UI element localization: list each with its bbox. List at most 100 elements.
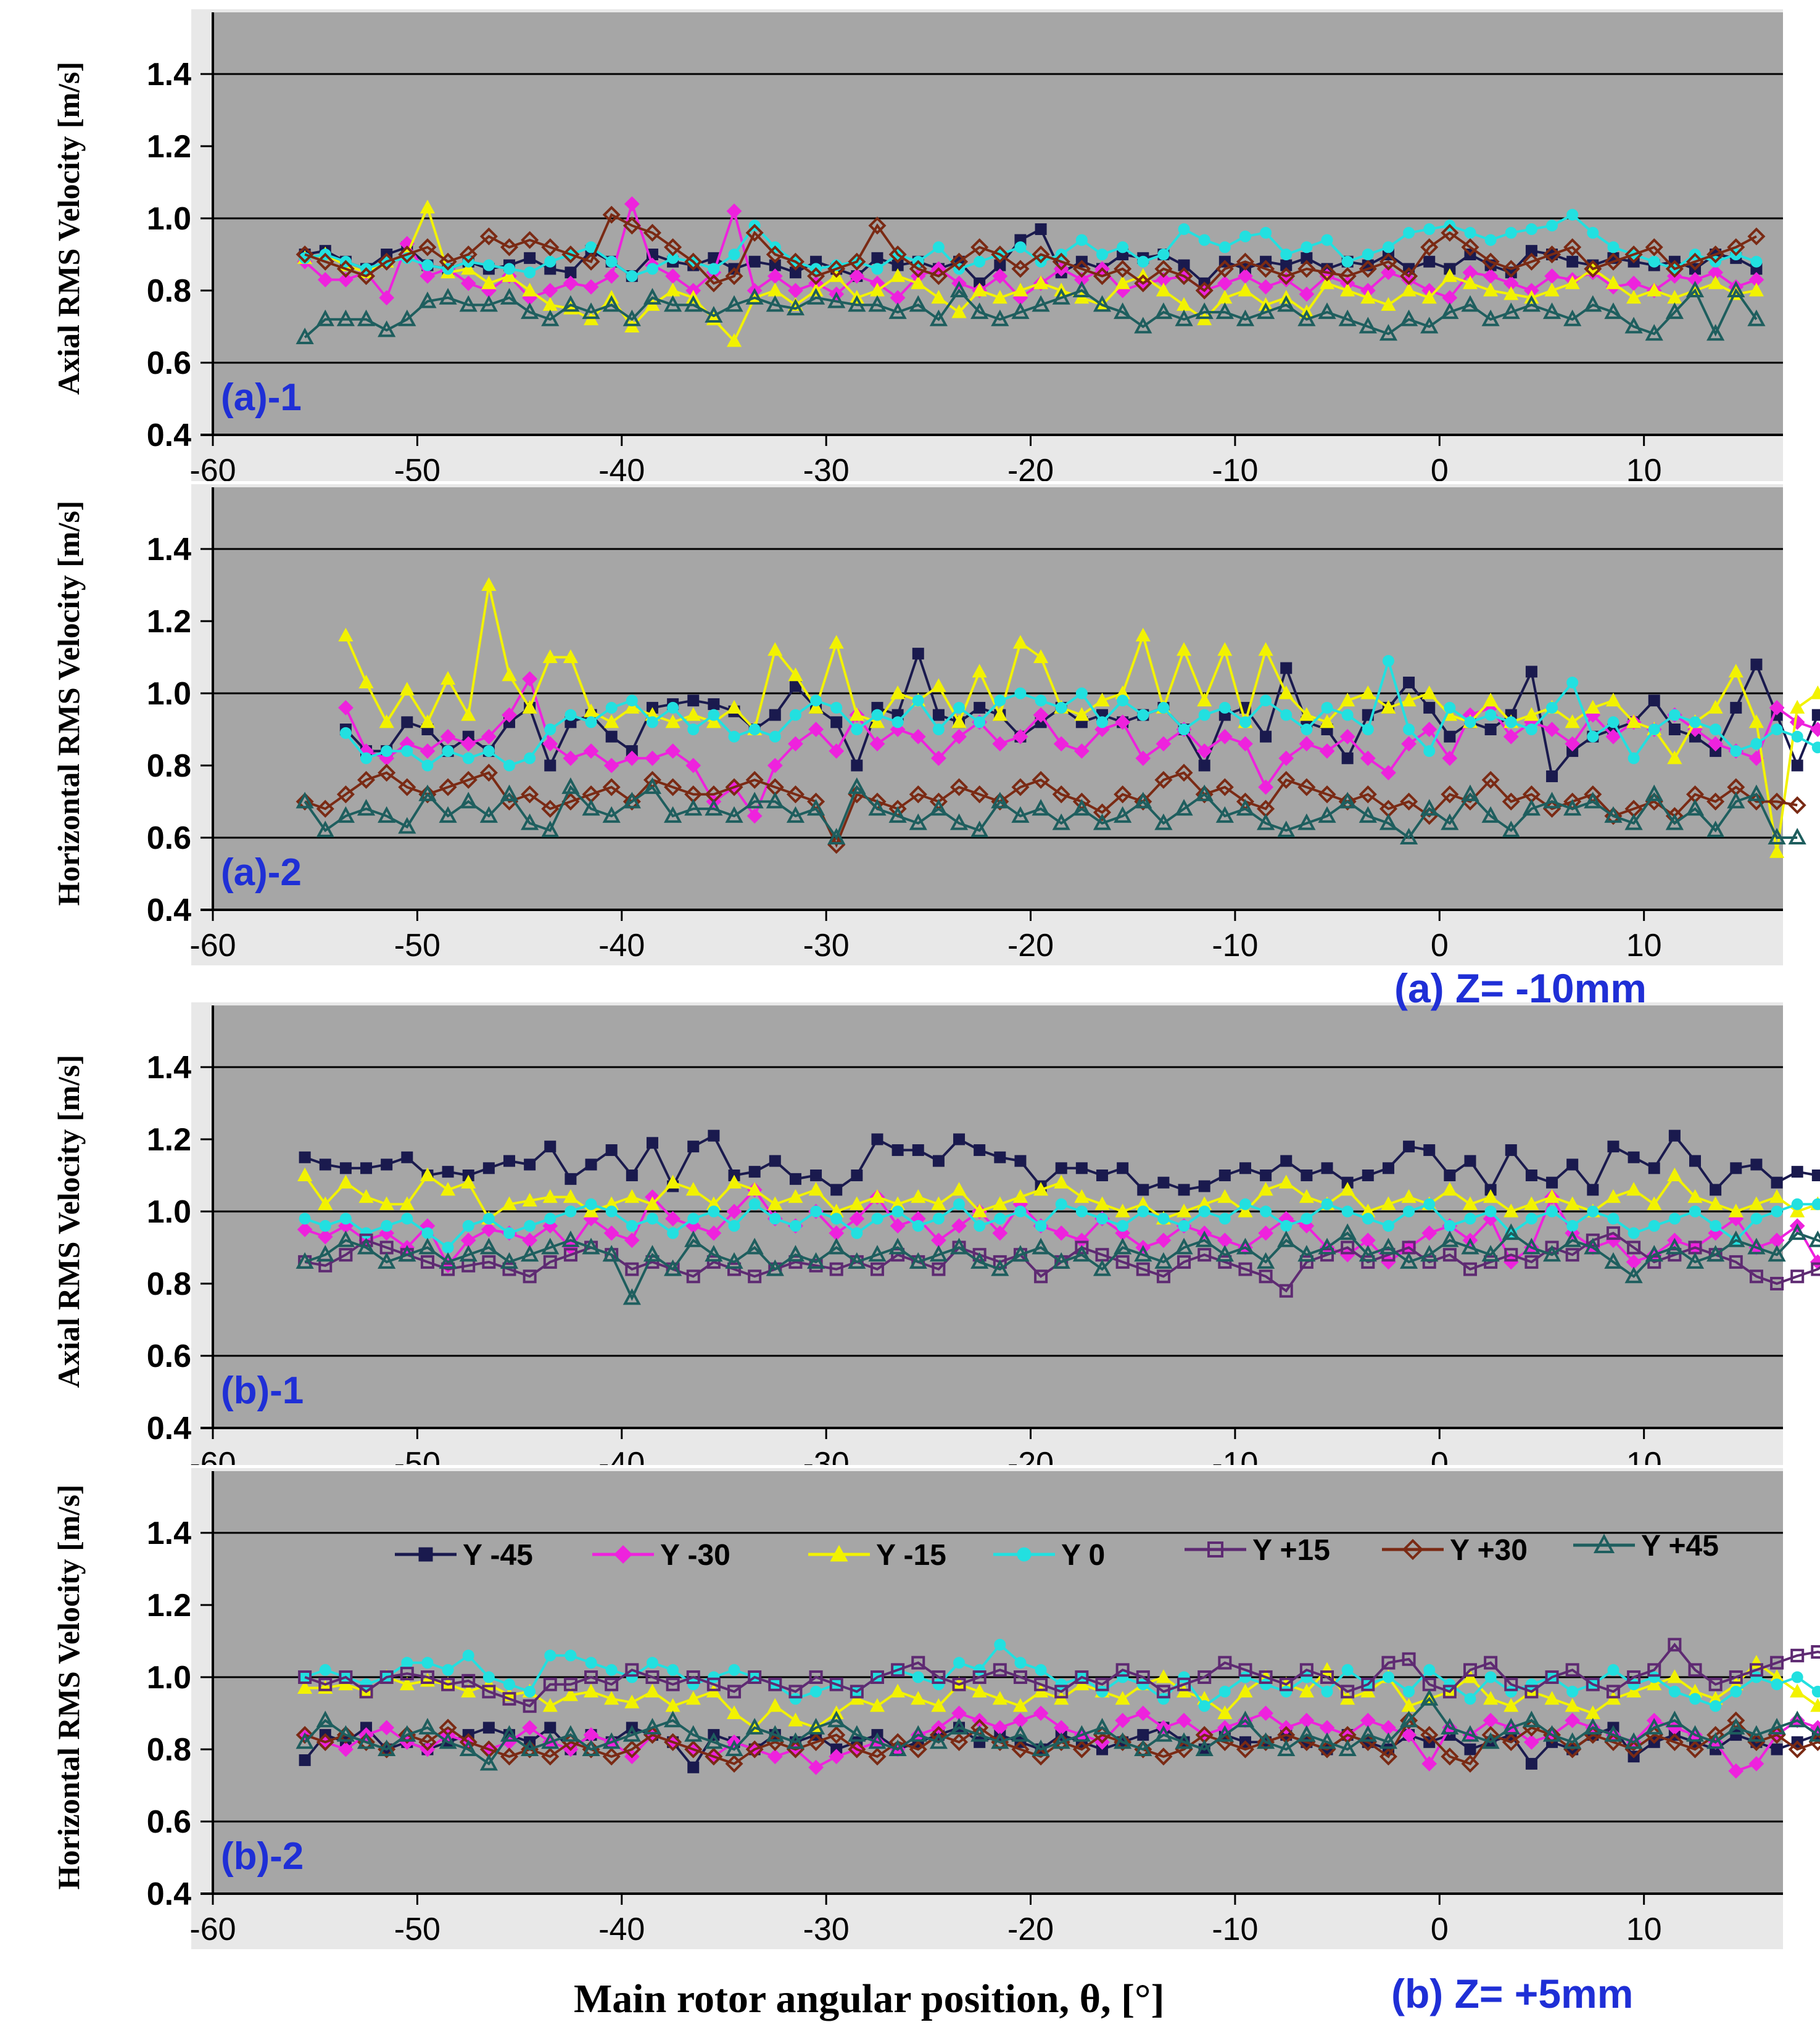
legend-marker	[1207, 1541, 1223, 1558]
data-point	[1464, 226, 1476, 239]
data-point	[1484, 709, 1497, 721]
data-point	[1035, 1664, 1047, 1676]
data-point	[1072, 1740, 1091, 1759]
data-point	[1198, 1180, 1210, 1192]
data-point	[357, 799, 376, 816]
data-point	[1134, 1739, 1152, 1756]
y-tick-label: 0.8	[147, 273, 191, 309]
data-point	[1154, 813, 1173, 830]
data-point	[1400, 267, 1418, 286]
data-point	[1340, 692, 1355, 707]
data-point	[1689, 1155, 1702, 1167]
data-point	[1320, 1670, 1334, 1684]
data-point	[1771, 1176, 1783, 1189]
data-point	[1464, 1743, 1476, 1756]
data-point	[1178, 1184, 1190, 1196]
data-point	[1525, 1213, 1537, 1225]
data-point	[949, 813, 969, 830]
data-point	[481, 1221, 497, 1237]
data-point	[1811, 1645, 1820, 1659]
data-point	[1461, 238, 1479, 257]
data-point	[1420, 238, 1439, 257]
data-point	[1053, 736, 1069, 752]
data-point	[1565, 275, 1580, 289]
data-point	[440, 670, 456, 685]
data-point	[663, 1259, 682, 1276]
data-point	[502, 1262, 516, 1276]
data-point	[1362, 1213, 1374, 1225]
data-point	[1748, 714, 1764, 728]
data-point	[1156, 1685, 1170, 1699]
data-point	[1361, 1255, 1375, 1269]
data-point	[1135, 627, 1151, 642]
data-point	[1318, 806, 1336, 823]
data-point	[1626, 1182, 1642, 1196]
data-point	[768, 1677, 782, 1691]
data-point	[1502, 1718, 1520, 1735]
data-point	[1706, 1732, 1725, 1749]
data-point	[1197, 1670, 1212, 1684]
data-point	[1565, 1196, 1580, 1210]
data-point	[891, 1205, 904, 1218]
data-point	[1277, 267, 1296, 286]
data-point	[1607, 716, 1619, 728]
data-point	[1503, 728, 1519, 745]
data-point	[972, 283, 987, 297]
data-point	[1462, 275, 1478, 289]
data-point	[871, 252, 883, 264]
data-point	[1299, 1255, 1313, 1269]
data-point	[1256, 813, 1275, 830]
data-point	[667, 252, 679, 264]
data-point	[319, 1158, 331, 1171]
data-point	[789, 1173, 801, 1185]
data-point	[1546, 1205, 1558, 1218]
data-point	[1096, 1170, 1109, 1181]
data-point	[1154, 1252, 1173, 1269]
data-point	[1442, 1248, 1457, 1262]
data-point	[1318, 1732, 1336, 1749]
data-point	[1114, 1732, 1132, 1749]
data-point	[398, 1725, 416, 1742]
data-point	[420, 199, 436, 213]
data-point	[1032, 1237, 1050, 1255]
data-point	[1215, 302, 1234, 320]
data-point	[1055, 701, 1067, 714]
data-point	[767, 1749, 783, 1765]
data-point	[563, 1248, 577, 1262]
data-point	[664, 238, 682, 257]
panel-4: 0.4 0.6 0.8 1.0 1.2 1.4 -60 -50 -40 -30 -20 -10 0 10 H…	[0, 1465, 1820, 1949]
data-point	[561, 1230, 580, 1247]
series-line	[305, 1661, 1820, 1730]
data-point	[524, 1685, 536, 1698]
data-point	[1218, 241, 1231, 254]
data-point	[991, 1259, 1009, 1276]
data-point	[1604, 806, 1623, 823]
data-point	[1750, 1671, 1763, 1683]
data-point	[1647, 283, 1662, 297]
data-point	[974, 1219, 986, 1232]
data-point	[890, 268, 906, 283]
data-point	[479, 1237, 498, 1255]
data-point	[1421, 1225, 1437, 1241]
data-point	[1463, 1262, 1477, 1276]
data-point	[912, 648, 924, 660]
data-point	[705, 1747, 723, 1766]
x-tick-label: -30	[803, 1912, 850, 1947]
data-point	[336, 1725, 355, 1742]
data-point	[646, 1213, 658, 1225]
data-point	[624, 196, 640, 212]
data-point	[299, 1213, 311, 1225]
data-point	[442, 745, 454, 757]
data-point	[970, 820, 989, 838]
data-point	[1239, 1162, 1251, 1174]
data-point	[605, 1664, 618, 1676]
data-point	[1423, 223, 1436, 236]
data-point	[1137, 1184, 1149, 1196]
data-point	[1710, 1219, 1722, 1232]
data-point	[1441, 785, 1459, 804]
panel-3: 0.40.60.81.01.21.4-60 -50 -40 -30 -20 -10 0 10A…	[0, 999, 1820, 1483]
data-point	[1301, 724, 1313, 735]
data-point	[522, 1192, 537, 1207]
data-point	[1768, 1718, 1786, 1735]
data-point	[829, 635, 844, 649]
